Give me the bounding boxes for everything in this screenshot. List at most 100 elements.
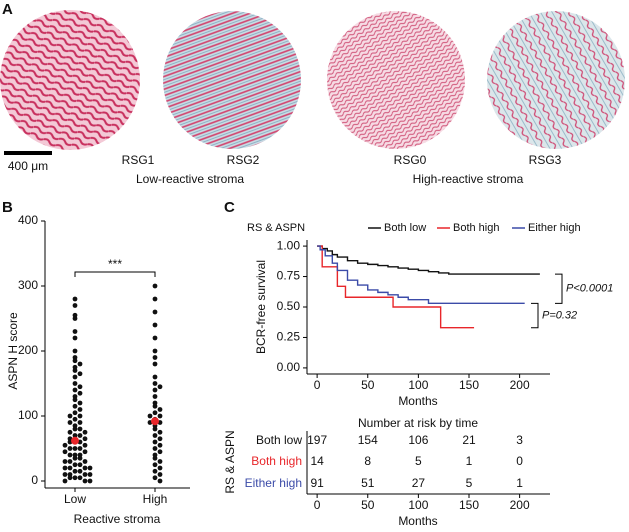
panel-label: A xyxy=(2,1,13,18)
tissue-core xyxy=(487,11,625,149)
data-point xyxy=(152,309,158,315)
data-point xyxy=(152,410,158,416)
data-point xyxy=(157,478,163,484)
data-point xyxy=(87,478,93,484)
data-point xyxy=(72,316,78,321)
data-point xyxy=(72,462,78,468)
data-point xyxy=(67,413,73,419)
data-point xyxy=(72,296,78,302)
scale-bar-label: 400 μm xyxy=(8,159,48,173)
data-point xyxy=(72,426,78,432)
risk-count: 27 xyxy=(412,476,426,490)
data-point xyxy=(77,420,83,425)
data-point xyxy=(72,368,78,373)
data-point xyxy=(152,462,158,468)
risk-count: 8 xyxy=(364,454,371,468)
data-point xyxy=(82,478,88,484)
data-point xyxy=(82,459,88,464)
y-tick-label: 0.25 xyxy=(277,330,301,344)
panel-label: B xyxy=(2,199,13,216)
group-label: High-reactive stroma xyxy=(413,172,524,186)
sample-label: RSG1 xyxy=(122,153,155,167)
data-point xyxy=(62,472,68,477)
data-point xyxy=(152,381,158,386)
x-axis-label: Reactive stroma xyxy=(74,512,161,526)
data-point xyxy=(72,358,78,364)
data-point xyxy=(87,465,93,471)
risk-count: 3 xyxy=(516,433,523,447)
y-tick-label: 0 xyxy=(31,473,38,487)
y-tick-label: 1.00 xyxy=(277,238,301,252)
group-label: Low-reactive stroma xyxy=(136,172,244,186)
data-point xyxy=(77,462,83,468)
data-point xyxy=(77,407,83,412)
data-point xyxy=(157,429,163,435)
data-point xyxy=(82,429,88,435)
p-bracket xyxy=(531,302,539,329)
data-point xyxy=(72,329,78,334)
data-point xyxy=(157,407,163,412)
data-point xyxy=(67,446,73,451)
data-point xyxy=(67,475,73,481)
survival-curve xyxy=(317,245,475,329)
y-tick-label: 100 xyxy=(18,408,38,422)
data-point xyxy=(67,452,73,458)
data-point xyxy=(152,394,158,399)
data-point xyxy=(67,459,73,464)
data-point xyxy=(152,468,158,474)
y-tick-label: 0.75 xyxy=(277,269,301,283)
x-axis-label: Months xyxy=(398,514,437,528)
risk-count: 154 xyxy=(358,433,378,447)
data-point xyxy=(72,433,78,438)
data-point xyxy=(152,296,158,302)
p-value: P=0.32 xyxy=(542,309,577,321)
significance-bracket xyxy=(74,271,156,277)
x-tick-label: 150 xyxy=(459,378,479,392)
legend-label: Both high xyxy=(453,222,499,234)
risk-table-ylabel: RS & ASPN xyxy=(223,430,237,493)
y-axis-label: BCR-free survival xyxy=(254,260,268,354)
data-point xyxy=(157,449,163,455)
risk-count: 21 xyxy=(462,433,476,447)
risk-row-label: Both low xyxy=(256,433,302,447)
data-point xyxy=(157,459,163,464)
risk-row-label: Either high xyxy=(245,476,302,490)
x-tick-label: 50 xyxy=(361,498,375,512)
data-point xyxy=(157,442,163,448)
data-point xyxy=(152,348,158,354)
data-point xyxy=(77,371,83,377)
sample-label: RSG3 xyxy=(529,153,562,167)
data-point xyxy=(72,416,78,422)
data-point xyxy=(82,436,88,442)
y-tick-label: 300 xyxy=(18,278,38,292)
data-point xyxy=(72,410,78,416)
data-point xyxy=(72,446,78,451)
data-point xyxy=(152,361,158,367)
tissue-core xyxy=(327,11,465,149)
legend-label: Either high xyxy=(528,222,581,234)
x-tick-label: High xyxy=(143,492,168,506)
sample-label: RSG2 xyxy=(227,153,260,167)
data-point xyxy=(77,413,83,419)
p-value: P<0.0001 xyxy=(566,283,613,295)
data-point xyxy=(77,468,83,474)
risk-count: 197 xyxy=(307,433,327,447)
x-tick-label: 50 xyxy=(361,378,375,392)
y-tick-label: 0.50 xyxy=(277,299,301,313)
tissue-core xyxy=(163,11,301,149)
data-point xyxy=(152,426,158,432)
data-point xyxy=(62,459,68,464)
x-tick-label: Low xyxy=(64,492,86,506)
x-tick-label: 100 xyxy=(408,498,428,512)
data-point xyxy=(152,475,158,481)
data-point xyxy=(152,439,158,445)
data-point xyxy=(62,465,68,471)
x-tick-label: 100 xyxy=(408,378,428,392)
data-point xyxy=(152,283,158,289)
risk-table-title: Number at risk by time xyxy=(358,416,478,430)
data-point xyxy=(82,472,88,477)
data-point xyxy=(72,381,78,386)
y-tick-label: 0.00 xyxy=(277,360,301,374)
data-point xyxy=(77,455,83,461)
